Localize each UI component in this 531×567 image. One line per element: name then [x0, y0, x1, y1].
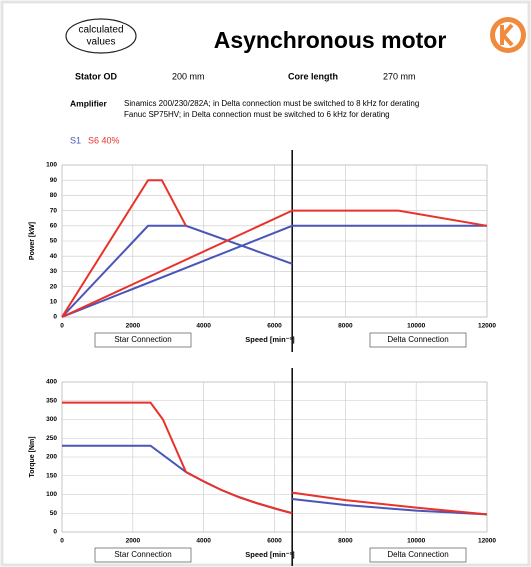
- y-tick-label: 20: [50, 283, 58, 290]
- amplifier-text: Sinamics 200/230/282A; in Delta connecti…: [124, 99, 419, 108]
- series-line: [61, 224, 293, 318]
- y-tick-label: 200: [46, 454, 57, 461]
- spec-value: 200 mm: [172, 71, 205, 81]
- y-tick-label: 40: [50, 253, 58, 260]
- legend-entry: S1: [70, 135, 81, 145]
- region-label: Star Connection: [114, 335, 171, 344]
- x-tick-label: 4000: [196, 323, 211, 330]
- badge-outline: [65, 18, 137, 54]
- y-axis-label: Torque [Nm]: [29, 436, 36, 477]
- x-tick-label: 6000: [267, 538, 282, 545]
- y-tick-label: 90: [50, 177, 58, 184]
- y-tick-label: 60: [50, 223, 58, 230]
- x-tick-label: 10000: [407, 323, 425, 330]
- spec-label: Stator OD: [75, 71, 118, 81]
- x-axis-label: Speed [min⁻¹]: [245, 550, 295, 559]
- x-tick-label: 4000: [196, 538, 211, 545]
- region-label: Delta Connection: [387, 550, 448, 559]
- x-tick-label: 12000: [478, 323, 496, 330]
- x-tick-label: 0: [60, 538, 64, 545]
- logo: [490, 17, 526, 53]
- y-tick-label: 0: [53, 529, 57, 536]
- y-tick-label: 100: [46, 491, 57, 498]
- x-tick-label: 12000: [478, 538, 496, 545]
- series-line: [61, 179, 187, 318]
- y-tick-label: 80: [50, 192, 58, 199]
- x-tick-label: 2000: [126, 323, 141, 330]
- y-tick-label: 0: [53, 314, 57, 321]
- spec-label: Core length: [288, 71, 338, 81]
- x-tick-label: 6000: [267, 323, 282, 330]
- y-tick-label: 50: [50, 510, 58, 517]
- y-tick-label: 50: [50, 238, 58, 245]
- x-axis-label: Speed [min⁻¹]: [245, 335, 295, 344]
- y-tick-label: 70: [50, 207, 58, 214]
- x-tick-label: 0: [60, 323, 64, 330]
- y-tick-label: 300: [46, 416, 57, 423]
- y-tick-label: 100: [46, 162, 57, 169]
- badge-text: calculated: [78, 25, 123, 36]
- title: Asynchronous motor: [214, 27, 447, 53]
- region-label: Delta Connection: [387, 335, 448, 344]
- amplifier-text: Fanuc SP75HV; in Delta connection must b…: [124, 110, 390, 119]
- region-label: Star Connection: [114, 550, 171, 559]
- y-tick-label: 400: [46, 379, 57, 386]
- x-tick-label: 8000: [338, 323, 353, 330]
- series-line: [292, 498, 488, 516]
- region-box: [369, 332, 467, 348]
- spec-value: 270 mm: [383, 71, 416, 81]
- series-line: [61, 209, 488, 318]
- region-box: [94, 547, 192, 563]
- series-line: [61, 224, 487, 318]
- region-box: [94, 332, 192, 348]
- amplifier-label: Amplifier: [70, 98, 108, 108]
- x-tick-label: 10000: [407, 538, 425, 545]
- y-tick-label: 10: [50, 299, 58, 306]
- series-line: [62, 401, 293, 515]
- x-tick-label: 8000: [338, 538, 353, 545]
- y-tick-label: 250: [46, 435, 57, 442]
- y-tick-label: 350: [46, 397, 57, 404]
- badge-text: values: [87, 37, 116, 48]
- legend-entry: S6 40%: [88, 135, 120, 145]
- series-line: [292, 491, 488, 516]
- y-tick-label: 30: [50, 268, 58, 275]
- region-box: [369, 547, 467, 563]
- y-axis-label: Power [kW]: [29, 222, 36, 260]
- x-tick-label: 2000: [126, 538, 141, 545]
- y-tick-label: 150: [46, 472, 57, 479]
